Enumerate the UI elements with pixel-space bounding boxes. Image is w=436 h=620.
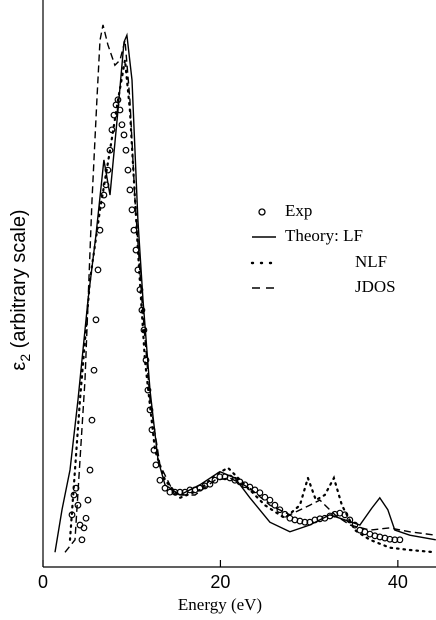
data-point	[88, 416, 96, 424]
data-point	[124, 166, 132, 174]
data-point	[271, 501, 279, 509]
data-point	[74, 501, 82, 509]
y-label-symbol: ε	[8, 362, 30, 371]
data-point	[84, 496, 92, 504]
y-label-subscript: 2	[17, 354, 33, 362]
legend-label: Theory: LF	[285, 226, 363, 245]
data-point	[86, 466, 94, 474]
data-point	[256, 489, 264, 497]
x-tick-label: 20	[210, 572, 230, 592]
data-point	[100, 191, 108, 199]
x-tick-label: 0	[38, 572, 48, 592]
data-point	[132, 246, 140, 254]
x-axis-label: Energy (eV)	[178, 595, 262, 614]
legend-label: JDOS	[355, 277, 396, 296]
legend-label: NLF	[355, 252, 387, 271]
data-point	[211, 476, 219, 484]
y-label-text: (arbitrary scale)	[8, 209, 30, 353]
data-point	[90, 366, 98, 374]
data-point	[122, 146, 130, 154]
data-point	[110, 111, 118, 119]
data-point	[118, 121, 126, 129]
data-point	[92, 316, 100, 324]
data-point	[396, 536, 404, 544]
series-line	[68, 59, 436, 554]
y-axis-label: ε2 (arbitrary scale)	[8, 209, 32, 370]
data-point	[120, 131, 128, 139]
data-point	[276, 506, 284, 514]
data-point	[156, 476, 164, 484]
data-point	[152, 461, 160, 469]
data-point	[82, 514, 90, 522]
data-point	[126, 186, 134, 194]
data-point	[130, 226, 138, 234]
data-point	[94, 266, 102, 274]
data-point	[301, 518, 309, 526]
data-point	[266, 496, 274, 504]
series-line	[64, 24, 436, 553]
data-point	[78, 536, 86, 544]
x-tick-label: 40	[388, 572, 408, 592]
legend-label: Exp	[285, 201, 312, 220]
data-point	[144, 386, 152, 394]
data-point	[116, 106, 124, 114]
data-point	[80, 524, 88, 532]
legend-marker	[258, 208, 266, 216]
data-point	[128, 206, 136, 214]
data-point	[261, 493, 269, 501]
